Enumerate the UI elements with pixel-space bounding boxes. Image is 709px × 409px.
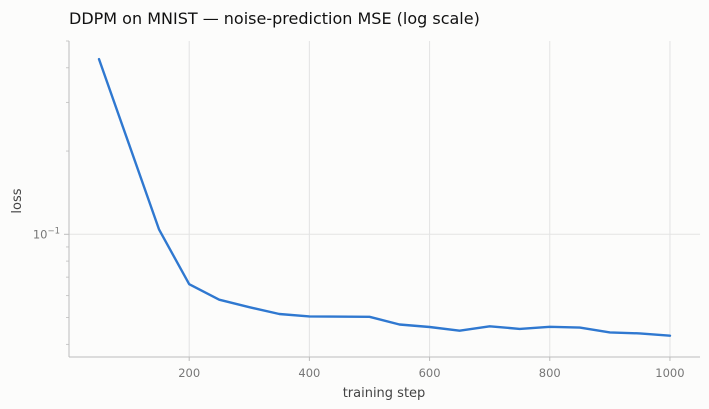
x-tick-label: 600 [419,366,441,380]
y-axis-label: loss [10,188,25,213]
y-tick-label: 10−1 [33,226,60,241]
x-axis-label: training step [343,386,426,401]
chart-title: DDPM on MNIST — noise-prediction MSE (lo… [69,9,480,28]
ticks: 200 400 600 800 1000 10−1 [33,40,685,380]
axes [68,41,700,358]
x-tick-label: 1000 [655,366,684,380]
series-layer [97,57,672,337]
loss-series-line [97,57,672,337]
x-tick-label: 800 [539,366,561,380]
x-tick-label: 200 [178,366,200,380]
x-tick-label: 400 [298,366,320,380]
grid-lines [69,41,700,357]
